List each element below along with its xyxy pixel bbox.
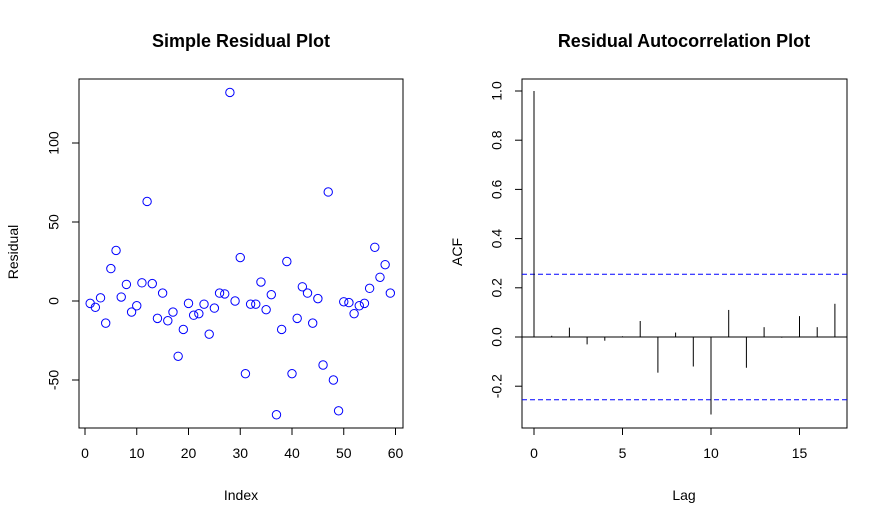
scatter-point [261,304,271,315]
residual-scatter-panel: Simple Residual Plot Index Residual 0 10 2… [5,31,404,503]
scatter-x-tick-label: 60 [388,445,404,461]
scatter-point [90,302,101,313]
scatter-point [137,278,147,288]
scatter-point [349,308,359,319]
acf-y-tick-label: 0.8 [489,130,505,150]
scatter-x-axis: 0 10 20 30 40 50 60 [81,428,403,461]
scatter-point [385,288,396,298]
scatter-point [95,293,106,303]
scatter-point [271,410,282,420]
scatter-point [132,301,142,311]
scatter-point [313,293,323,304]
scatter-points [85,87,396,420]
acf-x-axis: 0 5 10 15 [530,428,807,461]
scatter-point [183,298,194,309]
scatter-point [220,289,230,299]
scatter-point [168,307,178,317]
acf-x-tick-label: 0 [530,445,538,461]
scatter-point [364,283,375,294]
acf-y-axis: -0.2 0.0 0.2 0.4 0.6 0.8 1.0 [489,81,522,398]
scatter-point [282,256,292,267]
acf-xlabel: Lag [672,487,695,503]
scatter-title: Simple Residual Plot [152,31,330,51]
scatter-point [276,324,287,335]
scatter-point [209,303,220,313]
acf-y-tick-label: 1.0 [489,81,505,101]
scatter-point [163,316,173,326]
scatter-point [308,318,318,328]
scatter-x-tick-label: 40 [284,445,300,461]
scatter-point [188,310,199,320]
scatter-point [323,187,333,197]
scatter-y-tick-label: -50 [46,370,62,390]
acf-x-tick-label: 10 [703,445,719,461]
scatter-ylabel: Residual [5,225,21,279]
scatter-point [101,318,111,328]
scatter-point [204,329,214,339]
scatter-point [287,368,297,379]
scatter-point [111,245,121,256]
acf-y-tick-label: 0.2 [489,278,505,298]
scatter-point [157,288,168,298]
scatter-point [126,307,137,317]
scatter-point [375,272,385,282]
scatter-point [235,252,245,263]
scatter-point [302,288,313,298]
scatter-point [245,299,256,309]
scatter-point [354,301,364,311]
scatter-point [225,87,235,98]
scatter-point [230,296,240,306]
scatter-x-tick-label: 30 [232,445,248,461]
scatter-point [292,313,302,324]
scatter-point [370,242,380,252]
scatter-y-axis: -50 0 50 100 [46,131,79,390]
scatter-point [333,406,344,416]
scatter-y-tick-label: 50 [46,214,62,230]
scatter-point [251,299,261,309]
acf-y-tick-label: -0.2 [489,374,505,398]
scatter-point [194,308,204,319]
acf-x-tick-label: 5 [619,445,627,461]
scatter-point [121,279,132,290]
scatter-point [318,360,328,370]
scatter-x-tick-label: 0 [81,445,89,461]
scatter-point [297,282,308,292]
scatter-plot-frame [78,78,404,429]
scatter-x-tick-label: 20 [181,445,197,461]
acf-title: Residual Autocorrelation Plot [558,31,810,51]
acf-plot-frame [521,78,848,429]
scatter-point [339,297,349,307]
scatter-x-tick-label: 10 [129,445,145,461]
acf-panel: Residual Autocorrelation Plot Lag ACF 0 5… [449,31,848,503]
scatter-point [199,299,209,309]
scatter-point [344,297,354,308]
acf-bars [522,91,847,415]
scatter-point [266,289,276,300]
scatter-point [214,288,225,298]
scatter-point [178,324,189,335]
scatter-point [359,298,370,309]
scatter-x-tick-label: 50 [336,445,352,461]
scatter-point [328,375,339,385]
scatter-point [173,351,183,361]
scatter-point [256,277,266,287]
scatter-point [152,313,163,324]
acf-y-tick-label: 0.0 [489,327,505,347]
scatter-y-tick-label: 100 [46,131,62,155]
acf-y-tick-label: 0.4 [489,229,505,249]
scatter-point [142,196,152,207]
scatter-point [240,368,251,379]
scatter-xlabel: Index [224,487,258,503]
scatter-point [106,263,116,274]
scatter-y-tick-label: 0 [46,297,62,305]
acf-y-tick-label: 0.6 [489,179,505,199]
acf-x-tick-label: 15 [792,445,808,461]
scatter-point [380,259,390,270]
scatter-point [147,278,157,289]
scatter-point [116,292,126,302]
acf-ylabel: ACF [449,238,465,266]
